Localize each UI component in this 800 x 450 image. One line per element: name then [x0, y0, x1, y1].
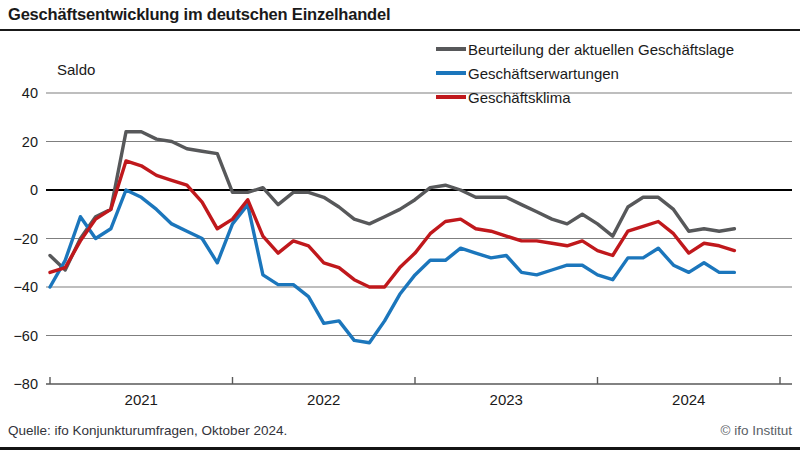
y-axis-tick-label: −20: [0, 229, 38, 249]
y-axis-tick-label: −80: [0, 374, 38, 394]
legend: Beurteilung der aktuellen Geschäftslage …: [436, 37, 734, 109]
legend-swatch-erwartungen: [436, 71, 466, 75]
y-axis-tick-label: −60: [0, 326, 38, 346]
copyright-note: © ifo Institut: [721, 423, 792, 438]
footer: Quelle: ifo Konjunkturumfragen, Oktober …: [0, 418, 800, 450]
y-axis-tick-label: 20: [0, 132, 38, 152]
legend-item: Geschäftserwartungen: [436, 61, 734, 85]
y-axis-tick-label: −40: [0, 277, 38, 297]
y-axis-tick-label: 0: [0, 180, 38, 200]
legend-label: Geschäftsklima: [468, 89, 571, 106]
page: { "header": { "title": "Geschäftsentwick…: [0, 0, 800, 450]
x-axis-year-label: 2021: [101, 391, 181, 408]
legend-swatch-klima: [436, 95, 466, 99]
series-line-klima: [50, 161, 734, 287]
legend-label: Beurteilung der aktuellen Geschäftslage: [468, 41, 734, 58]
chart: Saldo 40 20 0 −20 −40 −60 −80 2021 2022 2023 2024…: [0, 0, 800, 450]
x-axis-year-label: 2022: [284, 391, 364, 408]
x-axis-year-label: 2023: [466, 391, 546, 408]
legend-item: Beurteilung der aktuellen Geschäftslage: [436, 37, 734, 61]
y-axis-tick-label: 40: [0, 83, 38, 103]
series-line-lage: [50, 132, 734, 270]
source-note: Quelle: ifo Konjunkturumfragen, Oktober …: [8, 423, 287, 438]
x-axis-year-label: 2024: [649, 391, 729, 408]
legend-item: Geschäftsklima: [436, 85, 734, 109]
y-axis-unit-label: Saldo: [57, 61, 95, 78]
legend-label: Geschäftserwartungen: [468, 65, 619, 82]
legend-swatch-lage: [436, 47, 466, 51]
